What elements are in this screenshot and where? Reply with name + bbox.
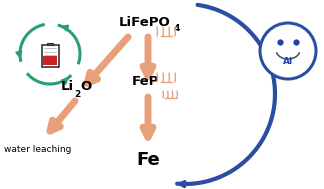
Text: water leaching: water leaching [4, 145, 71, 154]
Circle shape [260, 23, 316, 79]
Bar [41, 45, 59, 67]
Text: FeP: FeP [131, 75, 159, 88]
Text: 4: 4 [173, 25, 180, 33]
Bar [47, 43, 53, 45]
Text: Li: Li [61, 80, 74, 93]
Text: 2: 2 [75, 91, 81, 99]
Text: LiFePO: LiFePO [119, 16, 171, 29]
Text: Fe: Fe [136, 151, 160, 169]
Bar [43, 56, 57, 66]
Text: Al: Al [283, 57, 293, 66]
Text: O: O [80, 80, 91, 93]
